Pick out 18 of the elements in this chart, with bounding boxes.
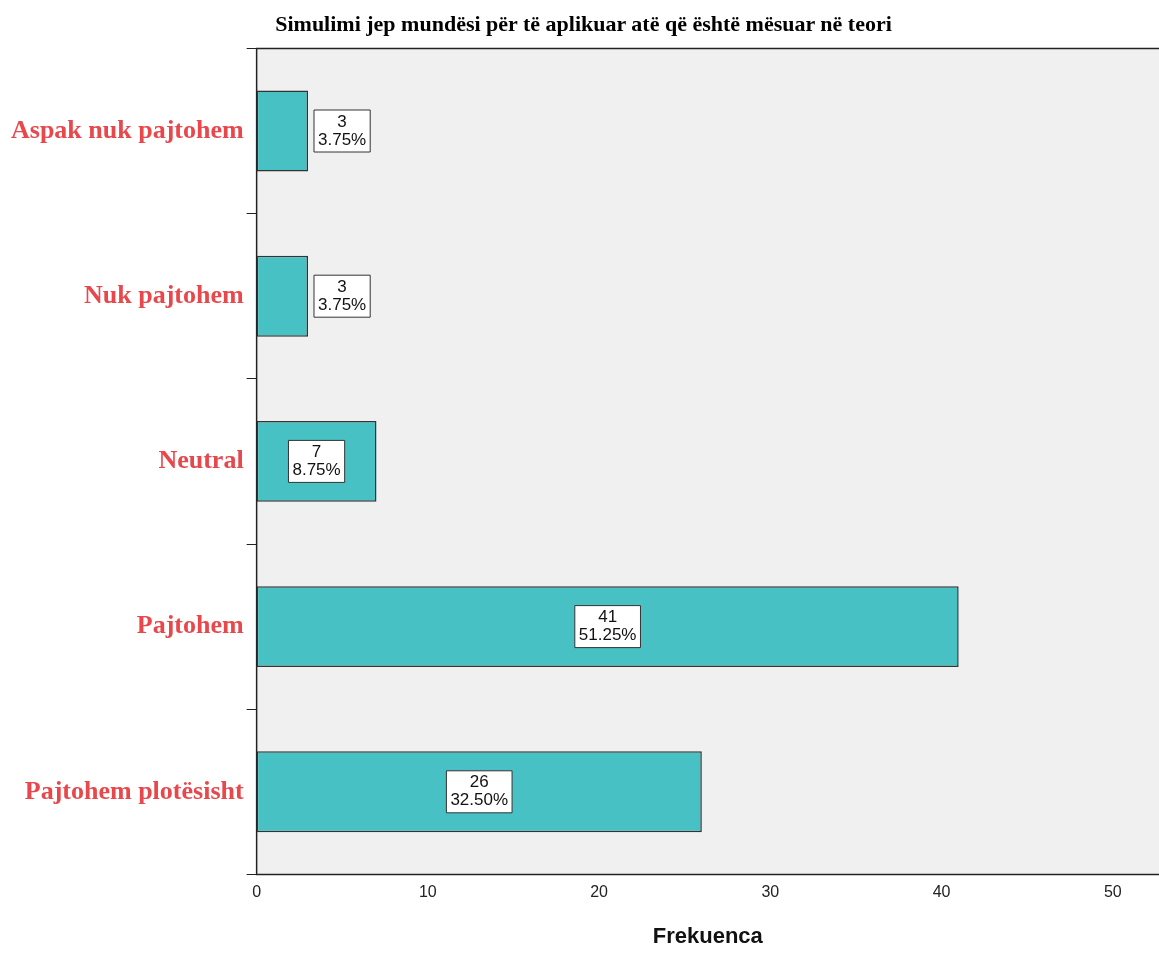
- data-label: 26 32.50%: [450, 772, 509, 810]
- chart-title: Simulimi jep mundësi për të aplikuar atë që është mësuar në teori: [275, 10, 892, 36]
- data-label: 3 3.75%: [318, 111, 367, 149]
- x-tick-label: 30: [761, 883, 780, 901]
- x-tick-label: 10: [418, 883, 437, 901]
- data-label: 7 8.75%: [292, 442, 341, 480]
- x-tick-label: 40: [932, 883, 951, 901]
- x-tick-label: 20: [590, 883, 609, 901]
- y-tick-label: Pajtohem plotësisht: [24, 775, 244, 805]
- x-tick-label: 0: [252, 883, 262, 901]
- x-axis-title: Frekuenca: [652, 922, 764, 948]
- data-label: 3 3.75%: [318, 276, 367, 314]
- x-tick-label: 50: [1103, 883, 1122, 901]
- y-tick-label: Pajtohem: [136, 610, 244, 640]
- y-tick-label: Neutral: [158, 445, 244, 475]
- data-label: 41 51.25%: [578, 607, 637, 645]
- y-tick-label: Nuk pajtohem: [83, 279, 244, 309]
- y-tick-label: Aspak nuk pajtohem: [10, 114, 244, 144]
